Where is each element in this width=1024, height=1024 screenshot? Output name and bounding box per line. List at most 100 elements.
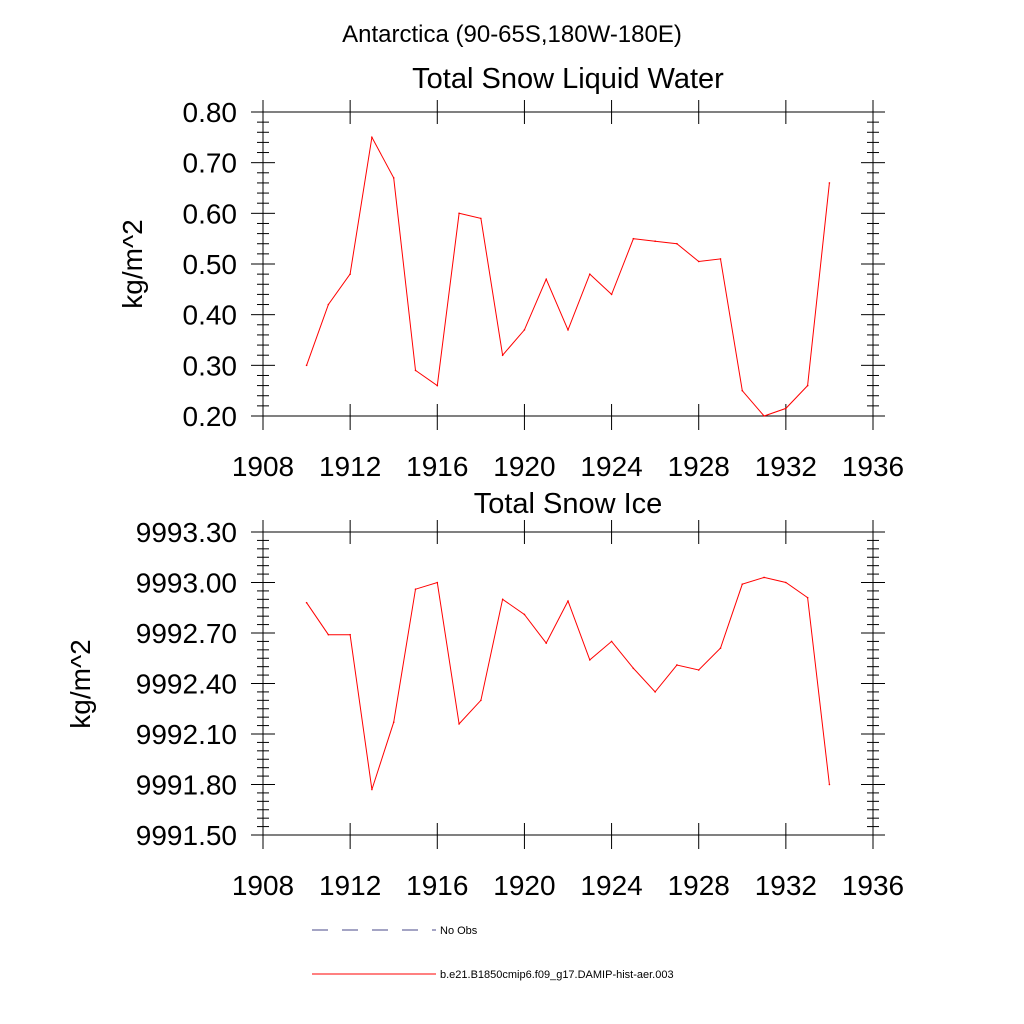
data-point — [567, 329, 569, 331]
x-tick-label: 1928 — [668, 870, 730, 901]
data-point — [632, 667, 635, 670]
y-tick-label: 9992.10 — [136, 719, 237, 750]
data-point — [610, 640, 613, 643]
data-point — [632, 237, 635, 240]
data-point — [676, 242, 678, 245]
data-point — [349, 273, 351, 275]
main-title: Antarctica (90-65S,180W-180E) — [342, 21, 682, 48]
legend-label-model: b.e21.B1850cmip6.f09_g17.DAMIP-hist-aer.… — [440, 969, 674, 981]
data-point — [392, 177, 395, 179]
x-tick-label: 1920 — [493, 451, 555, 482]
x-tick-label: 1928 — [668, 451, 730, 482]
data-point — [828, 182, 831, 184]
panel-title-liquid-water: Total Snow Liquid Water — [412, 63, 724, 95]
series-line — [306, 576, 830, 790]
y-tick-label: 0.50 — [183, 249, 238, 280]
data-point — [567, 600, 569, 602]
data-point — [480, 217, 482, 220]
y-tick-label: 9992.70 — [136, 618, 237, 649]
x-tick-label: 1916 — [406, 451, 468, 482]
data-point — [785, 581, 787, 584]
x-tick-label: 1916 — [406, 870, 468, 901]
y-tick-label: 0.40 — [183, 300, 238, 331]
data-point — [806, 384, 809, 387]
data-point — [436, 384, 439, 387]
y-axis-label-snow-ice: kg/m^2 — [65, 639, 96, 728]
series-snow-ice — [305, 576, 831, 791]
plot-frame-snow-ice — [262, 531, 874, 836]
data-point — [371, 136, 373, 139]
panel-snow-ice: Total Snow Ice 9991.50 9991.80 9992.10 9992… — [65, 488, 904, 901]
x-tick-label: 1924 — [580, 451, 642, 482]
x-tick-label: 1936 — [842, 451, 904, 482]
data-point — [501, 354, 504, 357]
x-ticks-liquid-water: 1908 1912 1916 1920 1924 1928 1932 1936 — [232, 100, 904, 482]
data-point — [501, 598, 504, 601]
y-ticks-liquid-water: 0.20 0.30 0.40 0.50 0.60 0.70 0.80 — [183, 97, 885, 432]
y-tick-label: 0.60 — [183, 198, 238, 229]
y-tick-label: 9991.50 — [136, 820, 237, 851]
data-point — [741, 389, 744, 392]
y-tick-label: 0.80 — [183, 97, 238, 128]
data-point — [523, 613, 526, 616]
series-line — [306, 135, 830, 417]
plot-frame-liquid-water — [262, 111, 874, 417]
x-tick-label: 1932 — [755, 451, 817, 482]
data-point — [436, 581, 439, 584]
data-point — [588, 273, 591, 275]
y-tick-label: 9993.00 — [136, 568, 237, 599]
data-point — [480, 699, 482, 702]
data-point — [523, 329, 526, 331]
data-point — [349, 633, 351, 636]
data-point — [458, 212, 460, 215]
data-point — [610, 293, 613, 296]
x-tick-label: 1908 — [232, 451, 294, 482]
data-point — [741, 583, 744, 585]
data-point — [545, 642, 548, 644]
y-tick-label: 9992.40 — [136, 669, 237, 700]
data-point — [676, 664, 678, 666]
x-tick-label: 1936 — [842, 870, 904, 901]
y-tick-label: 0.30 — [183, 350, 238, 381]
y-tick-label: 0.70 — [183, 148, 238, 179]
x-ticks-snow-ice: 1908 1912 1916 1920 1924 1928 1932 1936 — [232, 520, 904, 901]
legend-label-no-obs: No Obs — [440, 925, 478, 937]
data-point — [719, 258, 722, 260]
series-liquid-water — [305, 135, 831, 417]
data-point — [327, 303, 330, 306]
y-ticks-snow-ice: 9991.50 9991.80 9992.10 9992.40 9992.70 9993.… — [136, 517, 885, 851]
x-tick-label: 1932 — [755, 870, 817, 901]
data-point — [763, 415, 765, 417]
data-point — [806, 596, 809, 599]
data-point — [392, 721, 395, 724]
data-point — [545, 278, 548, 281]
data-point — [305, 601, 308, 604]
x-tick-label: 1908 — [232, 870, 294, 901]
y-tick-label: 9991.80 — [136, 770, 237, 801]
data-point — [828, 783, 831, 786]
data-point — [719, 647, 722, 649]
data-point — [588, 659, 591, 661]
y-tick-label: 9993.30 — [136, 517, 237, 548]
data-point — [458, 723, 460, 725]
x-tick-label: 1912 — [319, 451, 381, 482]
x-tick-label: 1920 — [493, 870, 555, 901]
legend: No Obs b.e21.B1850cmip6.f09_g17.DAMIP-hi… — [312, 925, 674, 981]
data-point — [414, 369, 417, 372]
data-point — [785, 407, 787, 410]
data-point — [414, 588, 417, 591]
data-point — [697, 260, 700, 263]
x-tick-label: 1924 — [580, 870, 642, 901]
panel-liquid-water: Total Snow Liquid Water 0.20 0.30 0.40 0.50… — [117, 63, 904, 482]
data-point — [305, 364, 308, 367]
data-point — [327, 633, 330, 636]
x-tick-label: 1912 — [319, 870, 381, 901]
y-tick-label: 0.20 — [183, 401, 238, 432]
data-point — [654, 691, 656, 693]
panel-title-snow-ice: Total Snow Ice — [474, 488, 663, 520]
data-point — [763, 576, 765, 579]
data-point — [371, 788, 373, 791]
data-point — [654, 240, 656, 242]
y-axis-label-liquid-water: kg/m^2 — [117, 219, 148, 308]
